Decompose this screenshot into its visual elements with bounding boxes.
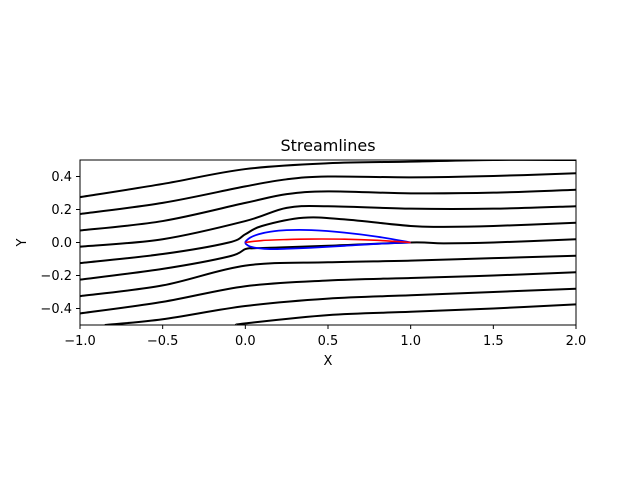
x-tick-label: 0.0 [235,334,256,349]
chart-title: Streamlines [280,136,375,155]
y-axis-label: Y [15,238,30,247]
streamline-3 [80,188,576,232]
streamline-4 [80,205,576,248]
streamline-7 [80,254,576,298]
airfoil-layer [244,228,411,251]
x-tick-label: 1.0 [400,334,421,349]
streamline-9 [104,287,576,325]
x-tick-label: 1.5 [483,334,504,349]
x-tick-label: −1.0 [64,334,96,349]
x-tick-label: 2.0 [566,334,587,349]
y-tick-label: 0.0 [51,236,72,251]
y-tick-label: 0.2 [51,203,72,218]
x-tick-label: 0.5 [318,334,339,349]
streamline-6 [80,238,576,281]
y-tick-label: −0.4 [40,302,72,317]
streamlines-layer [80,160,576,325]
streamline-2 [80,172,576,215]
x-axis-ticks: −1.0 −0.5 0.0 0.5 1.0 1.5 2.0 [64,325,586,349]
streamline-8 [80,271,576,315]
streamline-10 [235,303,576,325]
streamline-5 [80,216,576,265]
y-tick-label: −0.2 [40,269,72,284]
y-tick-label: 0.4 [51,170,72,185]
x-tick-label: −0.5 [147,334,179,349]
streamline-1 [80,160,576,199]
x-axis-label: X [324,354,333,369]
camber-line [245,238,411,244]
y-axis-ticks: −0.4 −0.2 0.0 0.2 0.4 [40,170,80,317]
